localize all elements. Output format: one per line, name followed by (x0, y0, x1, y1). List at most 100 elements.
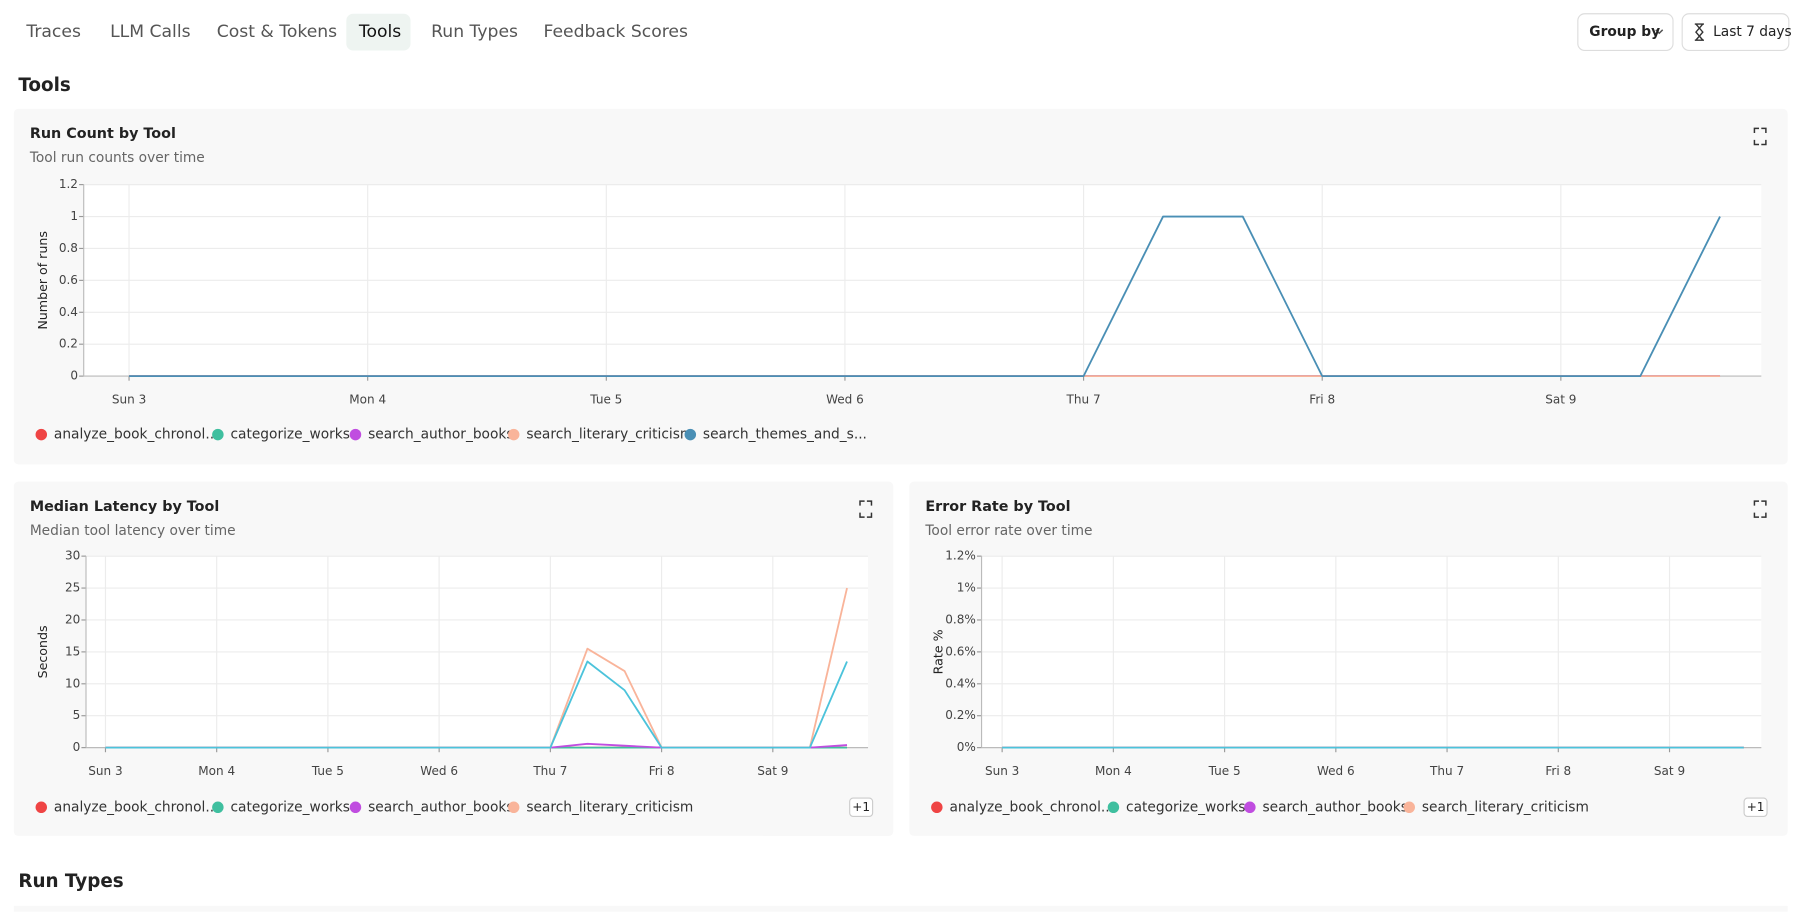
legend-label[interactable]: search_literary_criticism (526, 799, 693, 815)
x-tick-label: Tue 5 (1208, 764, 1241, 778)
legend-label[interactable]: search_themes_and_s... (703, 427, 867, 443)
y-tick-label: 0 (70, 369, 78, 383)
legend-swatch[interactable] (349, 801, 362, 813)
legend-swatch[interactable] (349, 428, 362, 441)
x-tick-label: Thu 7 (1429, 764, 1464, 778)
y-tick-label: 1.2 (59, 177, 78, 191)
legend-label[interactable]: categorize_works (230, 427, 349, 443)
legend-swatch[interactable] (35, 428, 48, 441)
y-tick-label: 1 (70, 209, 78, 223)
button-label[interactable]: Group by (1589, 24, 1660, 40)
x-tick-label: Fri 8 (1309, 393, 1335, 407)
chart-title: Error Rate by Tool (925, 499, 1070, 515)
y-tick-label: 0% (957, 740, 976, 754)
hourglass-icon (1694, 23, 1704, 41)
legend-more-button[interactable] (1743, 797, 1768, 818)
expand-icon[interactable] (1753, 127, 1767, 146)
tab[interactable]: LLM Calls (110, 22, 191, 42)
legend-swatch[interactable] (212, 428, 224, 441)
tab[interactable]: Tools (358, 22, 401, 42)
x-tick-label: Wed 6 (420, 764, 458, 778)
active-tab-bg (346, 13, 411, 51)
legend-swatch[interactable] (931, 801, 943, 813)
legend-label[interactable]: analyze_book_chronol... (54, 799, 219, 815)
legend-swatch[interactable] (507, 801, 520, 813)
y-tick-label: 0.4 (59, 305, 78, 319)
legend-label[interactable]: search_literary_criticism (526, 427, 693, 443)
button-label[interactable]: Last 7 days (1713, 24, 1792, 40)
x-tick-label: Tue 5 (311, 764, 344, 778)
y-tick-label: 20 (65, 612, 80, 626)
legend-swatch[interactable] (35, 801, 48, 813)
y-tick-label: 30 (65, 549, 80, 563)
card (13, 905, 1788, 912)
legend-label[interactable]: categorize_works (230, 799, 349, 815)
legend-label[interactable]: search_literary_criticism (1422, 799, 1589, 815)
y-axis-label: Rate % (931, 629, 946, 674)
y-tick-label: 15 (65, 644, 80, 658)
legend-more-label[interactable]: +1 (852, 800, 870, 814)
expand-icon[interactable] (1753, 500, 1767, 518)
legend-swatch[interactable] (1403, 801, 1416, 813)
series-line (105, 660, 848, 749)
y-tick-label: 0.2% (945, 708, 976, 722)
legend-label[interactable]: search_author_books (368, 799, 513, 815)
legend-label[interactable]: analyze_book_chronol... (949, 799, 1114, 815)
chart-subtitle: Tool run counts over time (29, 150, 205, 166)
y-tick-label: 10 (65, 676, 80, 690)
legend-swatch[interactable] (1107, 801, 1120, 813)
x-tick-label: Thu 7 (1066, 393, 1101, 407)
legend-label[interactable]: search_author_books (1262, 799, 1407, 815)
x-tick-label: Sun 3 (985, 764, 1019, 778)
legend-swatch[interactable] (1244, 801, 1256, 813)
legend-label[interactable]: categorize_works (1126, 799, 1245, 815)
legend-more-label[interactable]: +1 (1747, 800, 1765, 814)
chevron-icon (1655, 29, 1664, 35)
x-tick-label: Thu 7 (532, 764, 567, 778)
y-tick-label: 0.8 (59, 241, 78, 255)
legend-swatch[interactable] (507, 428, 520, 441)
date-range-button[interactable] (1681, 13, 1790, 52)
x-tick-label: Wed 6 (826, 393, 864, 407)
tab[interactable]: Run Types (431, 22, 518, 42)
tab[interactable]: Cost & Tokens (217, 22, 337, 42)
x-tick-label: Mon 4 (198, 764, 235, 778)
group-by-button[interactable] (1577, 13, 1674, 52)
chart-subtitle: Median tool latency over time (30, 523, 236, 539)
x-tick-label: Mon 4 (349, 393, 386, 407)
x-tick-label: Sat 9 (1545, 393, 1576, 407)
y-tick-label: 0.6% (945, 644, 976, 658)
legend-label[interactable]: analyze_book_chronol... (54, 427, 219, 443)
chart-subtitle: Tool error rate over time (924, 523, 1092, 539)
y-tick-label: 0.4% (945, 676, 976, 690)
y-tick-label: 1% (957, 581, 976, 595)
x-tick-label: Sat 9 (757, 764, 788, 778)
series-line (129, 215, 1721, 378)
expand-icon[interactable] (859, 500, 873, 518)
y-tick-label: 0.2 (59, 337, 78, 351)
tab[interactable]: Traces (25, 22, 81, 42)
y-axis-label: Number of runs (35, 231, 50, 330)
section-title: Tools (18, 75, 71, 96)
y-axis-label: Seconds (35, 625, 50, 678)
legend-label[interactable]: search_author_books (368, 427, 513, 443)
y-tick-label: 0 (73, 740, 81, 754)
legend-swatch[interactable] (684, 428, 697, 441)
y-tick-label: 1.2% (945, 549, 976, 563)
section-title: Run Types (18, 871, 123, 892)
x-tick-label: Fri 8 (649, 764, 675, 778)
y-tick-label: 0.6 (59, 273, 78, 287)
x-tick-label: Sat 9 (1654, 764, 1685, 778)
tab[interactable]: Feedback Scores (544, 22, 688, 42)
legend-swatch[interactable] (212, 801, 224, 813)
x-tick-label: Tue 5 (589, 393, 622, 407)
y-tick-label: 0.8% (945, 612, 976, 626)
x-tick-label: Sun 3 (88, 764, 122, 778)
x-tick-label: Fri 8 (1545, 764, 1571, 778)
legend-more-button[interactable] (849, 797, 874, 818)
chart-title: Median Latency by Tool (30, 499, 219, 515)
y-tick-label: 5 (73, 708, 81, 722)
